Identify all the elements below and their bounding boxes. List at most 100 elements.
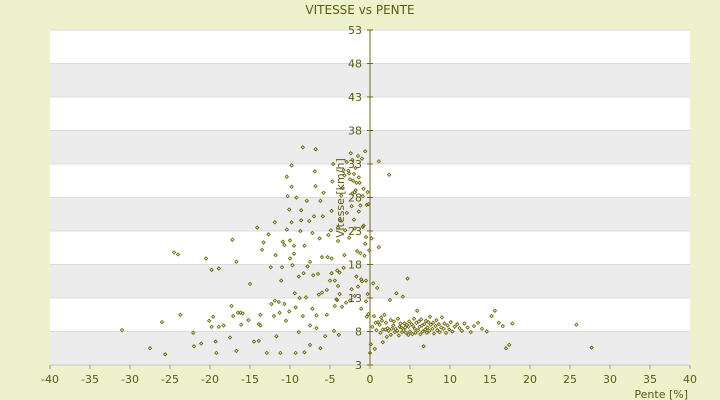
data-point <box>306 218 312 224</box>
x-axis-label: Pente [%] <box>634 388 688 400</box>
y-tick-label: 18 <box>348 259 362 272</box>
data-point <box>506 342 512 348</box>
chart-title: VITESSE vs PENTE <box>305 3 414 17</box>
data-point <box>338 218 343 223</box>
data-point <box>330 161 336 167</box>
data-point <box>352 226 358 231</box>
data-point <box>406 319 412 324</box>
data-point <box>361 223 366 228</box>
data-point <box>327 278 333 283</box>
data-point <box>286 207 292 212</box>
data-point <box>305 264 310 269</box>
data-point <box>246 317 251 323</box>
data-point <box>266 232 271 237</box>
data-point <box>216 324 222 330</box>
x-tick-label: -15 <box>241 373 259 386</box>
data-point <box>426 319 431 325</box>
data-point <box>357 180 362 185</box>
data-point <box>282 301 287 307</box>
data-point <box>386 172 392 177</box>
y-tick-label: 28 <box>348 192 362 205</box>
data-point <box>351 171 357 177</box>
data-point <box>298 207 304 213</box>
data-point <box>329 208 334 214</box>
data-point <box>340 185 346 191</box>
data-point <box>496 320 502 326</box>
data-point <box>510 321 515 326</box>
data-point <box>353 187 358 193</box>
data-point <box>500 323 506 329</box>
data-point <box>369 236 374 241</box>
data-point <box>492 308 498 313</box>
data-point <box>367 350 373 356</box>
data-point <box>374 327 379 333</box>
data-point <box>264 350 270 356</box>
data-point <box>359 156 365 161</box>
data-point <box>332 303 338 309</box>
data-point <box>221 323 226 328</box>
data-point <box>335 283 341 289</box>
data-point <box>227 335 233 340</box>
data-point <box>574 322 579 328</box>
data-point <box>175 252 181 257</box>
data-point <box>324 312 330 317</box>
data-point <box>300 313 306 319</box>
data-point <box>384 334 390 340</box>
data-point <box>280 239 286 244</box>
data-point <box>364 202 370 208</box>
data-point <box>206 318 212 324</box>
data-point <box>230 313 236 319</box>
data-point <box>430 326 435 332</box>
data-point <box>291 251 297 257</box>
data-point <box>372 346 378 352</box>
data-point <box>254 225 260 230</box>
data-point <box>358 203 363 208</box>
data-point <box>314 313 319 318</box>
axes <box>49 29 691 369</box>
data-point <box>343 300 349 305</box>
data-point <box>198 341 204 346</box>
data-point <box>286 309 292 314</box>
data-point <box>448 319 454 325</box>
data-point <box>374 285 380 291</box>
data-point <box>307 342 313 348</box>
data-point <box>320 214 326 219</box>
data-point <box>329 256 334 261</box>
data-point <box>411 316 417 322</box>
data-point <box>302 243 307 248</box>
data-point <box>318 198 323 204</box>
data-point <box>342 228 348 233</box>
data-point <box>318 346 323 351</box>
data-point <box>274 333 279 339</box>
data-point <box>209 267 214 273</box>
data-point <box>321 190 326 196</box>
data-point <box>316 292 322 297</box>
data-point <box>261 240 266 245</box>
data-point <box>362 253 367 259</box>
data-point <box>339 304 345 309</box>
data-point <box>287 238 293 243</box>
data-point <box>332 278 338 283</box>
data-point <box>311 214 317 219</box>
data-point <box>356 209 362 214</box>
data-point <box>272 220 278 225</box>
tick-labels: -40 -35 -30 -25 -20 -15 -10 -5 0 5 10 15 20 25 30 35 40 3… <box>41 24 697 386</box>
data-point <box>256 338 262 344</box>
data-point <box>364 314 370 319</box>
data-point <box>462 321 467 326</box>
x-tick-label: 25 <box>563 373 577 386</box>
data-point <box>388 332 394 338</box>
data-point <box>406 324 411 330</box>
data-point <box>229 303 234 309</box>
y-tick-label: 33 <box>348 158 362 171</box>
data-point <box>342 252 347 258</box>
y-tick-label: 43 <box>348 91 362 104</box>
data-point <box>338 193 344 198</box>
data-point <box>418 331 423 337</box>
data-points <box>119 145 594 357</box>
y-tick-label: 53 <box>348 24 362 37</box>
data-point <box>230 237 235 242</box>
x-tick-label: -20 <box>201 373 219 386</box>
data-point <box>403 330 409 336</box>
data-point <box>300 145 306 150</box>
